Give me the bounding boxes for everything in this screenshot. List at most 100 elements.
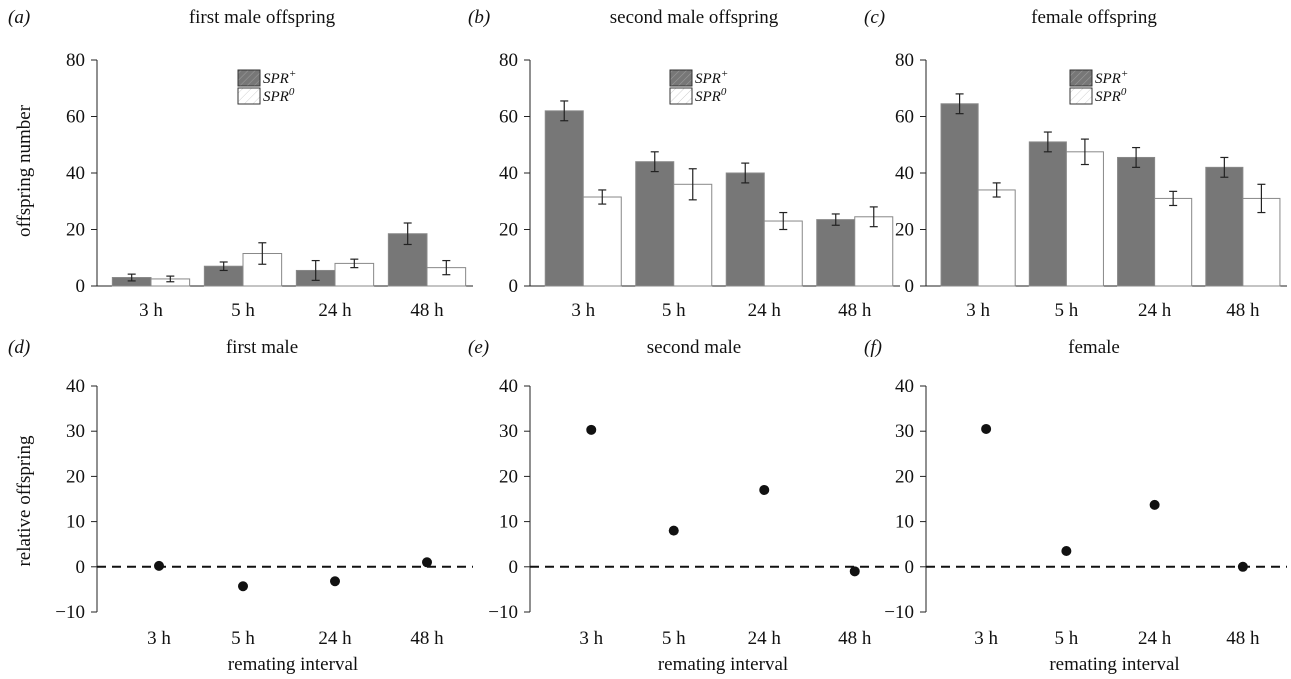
panel-letter: (a)	[8, 7, 30, 28]
data-point	[1061, 545, 1072, 556]
data-point	[1149, 499, 1160, 510]
x-tick-label: 24 h	[1138, 628, 1172, 649]
y-tick-label: 20	[66, 220, 85, 241]
y-tick-label: 80	[895, 50, 914, 71]
y-tick-label: −10	[884, 602, 914, 623]
panel-c: (c) female offspring 0 20 40 60 80 3 h 5 h 24 h 48…	[864, 7, 1287, 321]
bar-spr-zero	[763, 220, 803, 287]
legend-label-spr-plus: SPR+	[263, 68, 296, 87]
x-tick-label: 48 h	[838, 628, 872, 649]
panel-letter: (d)	[8, 337, 30, 358]
y-tick-label: 20	[499, 220, 518, 241]
bar-spr-plus	[816, 219, 856, 287]
legend-swatch-spr-plus	[237, 69, 261, 87]
x-tick-label: 48 h	[410, 300, 444, 321]
data-point	[154, 560, 164, 571]
y-tick-label: 10	[66, 512, 85, 533]
data-point	[1237, 561, 1248, 572]
y-tick-label: 0	[76, 276, 86, 297]
x-tick-label: 24 h	[1138, 300, 1172, 321]
panel-letter: (b)	[468, 7, 490, 28]
data-point	[586, 424, 597, 435]
panel-b: (b) second male offspring 0 20 40 60 80 3 h 5 h 2…	[468, 7, 900, 321]
bar-spr-plus	[1205, 166, 1244, 287]
data-point	[330, 576, 340, 587]
legend-swatch-spr-plus	[1069, 69, 1093, 87]
panel-letter: (c)	[864, 7, 885, 28]
legend-swatch-spr-zero	[1069, 87, 1093, 105]
data-point	[849, 566, 860, 577]
bar-spr-zero	[977, 189, 1016, 287]
y-tick-label: 40	[895, 163, 914, 184]
x-tick-label: 3 h	[579, 628, 603, 649]
bar-spr-plus	[544, 110, 584, 287]
legend-label-spr-plus: SPR+	[695, 68, 728, 87]
legend-swatch-spr-zero	[237, 87, 261, 105]
y-tick-label: 0	[509, 557, 519, 578]
panel-title: second male offspring	[610, 7, 779, 28]
panel-e: (e) second male −10 0 10 20 30 40 3 h 5 h 24 h 48 h…	[468, 337, 900, 675]
legend-swatch-spr-zero	[669, 87, 693, 105]
legend-label-spr-plus: SPR+	[1095, 68, 1128, 87]
y-tick-label: 40	[66, 163, 85, 184]
x-tick-label: 3 h	[974, 628, 998, 649]
y-tick-label: −10	[488, 602, 518, 623]
x-tick-label: 5 h	[662, 300, 686, 321]
y-tick-label: 0	[509, 276, 519, 297]
data-point	[981, 423, 992, 434]
y-tick-label: 80	[499, 50, 518, 71]
panel-title: first male offspring	[189, 7, 336, 28]
bar-spr-plus	[940, 103, 979, 287]
data-point	[238, 581, 248, 592]
y-tick-label: 0	[905, 557, 915, 578]
y-tick-label: 80	[66, 50, 85, 71]
x-tick-label: 48 h	[410, 628, 444, 649]
x-tick-label: 5 h	[1055, 300, 1079, 321]
panel-title: female offspring	[1031, 7, 1157, 28]
y-tick-label: 40	[66, 376, 85, 397]
bar-spr-zero	[582, 196, 622, 287]
panel-a: (a) first male offspring 0 20 40 60 80 3 h 5 h 24…	[8, 7, 473, 321]
bar-spr-zero	[1154, 197, 1193, 287]
x-tick-label: 5 h	[1055, 628, 1079, 649]
panel-letter: (e)	[468, 337, 489, 358]
y-tick-label: 60	[66, 107, 85, 128]
x-tick-label: 3 h	[147, 628, 171, 649]
x-tick-label: 3 h	[966, 300, 990, 321]
legend-swatch-spr-plus	[669, 69, 693, 87]
panel-letter: (f)	[864, 337, 882, 358]
panel-f: (f) female −10 0 10 20 30 40 3 h 5 h 24 h 48 h remat…	[864, 337, 1287, 675]
y-tick-label: 40	[499, 163, 518, 184]
x-tick-label: 24 h	[748, 628, 782, 649]
panel-title: female	[1068, 337, 1120, 358]
bar-spr-zero	[1065, 151, 1104, 287]
x-axis-title: remating interval	[228, 654, 358, 675]
bar-spr-zero	[673, 183, 713, 287]
y-axis-title-top: offspring number	[14, 104, 35, 237]
y-tick-label: 60	[499, 107, 518, 128]
y-axis-title-bottom: relative offspring	[14, 435, 35, 567]
x-tick-label: 5 h	[231, 628, 255, 649]
x-tick-label: 5 h	[231, 300, 255, 321]
y-tick-label: 20	[66, 466, 85, 487]
y-tick-label: 40	[895, 376, 914, 397]
y-tick-label: 40	[499, 376, 518, 397]
y-tick-label: 30	[895, 421, 914, 442]
panel-title: first male	[226, 337, 298, 358]
legend-label-spr-zero: SPR0	[1095, 86, 1127, 105]
legend-label-spr-zero: SPR0	[263, 86, 295, 105]
x-tick-label: 48 h	[1226, 628, 1260, 649]
y-tick-label: 0	[76, 557, 86, 578]
x-tick-label: 3 h	[571, 300, 595, 321]
bar-spr-plus	[635, 161, 675, 287]
y-tick-label: 30	[499, 421, 518, 442]
data-point	[668, 525, 679, 536]
bar-spr-plus	[725, 172, 765, 287]
x-axis-title: remating interval	[658, 654, 788, 675]
x-tick-label: 24 h	[748, 300, 782, 321]
x-axis-title: remating interval	[1049, 654, 1179, 675]
y-tick-label: 10	[895, 512, 914, 533]
bar-spr-zero	[854, 216, 894, 287]
bar-spr-plus	[1117, 156, 1156, 287]
